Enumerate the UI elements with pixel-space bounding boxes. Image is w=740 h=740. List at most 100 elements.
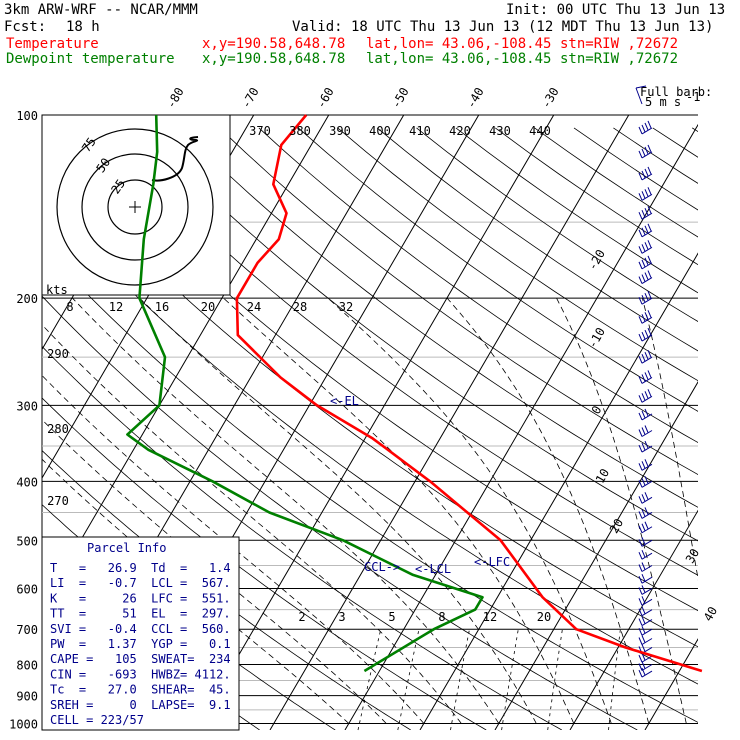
barb-feather bbox=[638, 276, 643, 284]
isotherm bbox=[269, 115, 630, 730]
wind-barb bbox=[638, 120, 653, 135]
level-markers: <-EL CCL-> <-LCL <-LFC bbox=[330, 394, 510, 576]
parcel-info-row: CIN = -693 HWBZ= 4112. bbox=[50, 667, 231, 681]
barb-feather bbox=[641, 523, 646, 531]
barb-feather bbox=[641, 644, 646, 652]
barb-feather bbox=[647, 144, 652, 153]
wind-barb bbox=[638, 290, 653, 305]
barb-feather bbox=[644, 425, 649, 433]
wind-barb bbox=[638, 327, 653, 342]
barb-feather bbox=[638, 598, 643, 606]
wind-barb bbox=[638, 626, 653, 636]
mixing-ratio-label: 20 bbox=[537, 610, 551, 624]
theta-label: 380 bbox=[289, 124, 311, 138]
isotherm-label: -40 bbox=[464, 85, 487, 111]
barb-feather bbox=[644, 459, 649, 467]
barb-feather bbox=[641, 410, 646, 419]
hodograph-unit: kts bbox=[46, 283, 68, 297]
barb-feather bbox=[638, 229, 643, 238]
wind-barb bbox=[638, 521, 653, 534]
init-time: Init: 00 UTC Thu 13 Jun 13 bbox=[506, 2, 726, 18]
barb-feather bbox=[638, 564, 643, 572]
wind-barb bbox=[638, 240, 653, 254]
barb-feather bbox=[644, 492, 649, 500]
barb-feather bbox=[644, 189, 649, 197]
dry-adiabat bbox=[61, 127, 698, 612]
barb-shaft bbox=[641, 356, 653, 364]
barb-feather bbox=[644, 168, 649, 177]
dry-adiabat bbox=[691, 127, 698, 133]
barb-feather bbox=[647, 166, 652, 175]
theta-label: 410 bbox=[409, 124, 431, 138]
barb-feather bbox=[647, 290, 652, 299]
dry-adiabat bbox=[495, 127, 698, 266]
barb-shaft bbox=[641, 526, 653, 534]
barb-feather bbox=[641, 616, 646, 624]
wind-barb bbox=[638, 440, 653, 453]
barb-shaft bbox=[641, 655, 653, 663]
mixing-ratio-line bbox=[547, 629, 563, 731]
theta-label: 400 bbox=[369, 124, 391, 138]
wind-barb bbox=[638, 667, 653, 678]
barb-feather bbox=[638, 150, 643, 159]
wind-barb bbox=[638, 223, 653, 238]
barb-feather bbox=[641, 606, 646, 614]
barb-shaft bbox=[641, 576, 653, 584]
isotherm bbox=[0, 115, 29, 730]
moist-adiabat bbox=[327, 297, 612, 724]
wind-barb bbox=[638, 585, 653, 595]
hodograph-ring bbox=[56, 128, 214, 286]
barb-feather bbox=[641, 550, 646, 558]
barb-shaft bbox=[641, 619, 653, 627]
barb-shaft bbox=[641, 552, 653, 560]
wind-barb bbox=[638, 144, 653, 159]
mixing-ratio-label: 3 bbox=[338, 610, 345, 624]
mixing-ratio-line bbox=[501, 629, 519, 731]
barb-shaft bbox=[641, 334, 653, 342]
barb-feather bbox=[638, 463, 643, 471]
isotherm bbox=[344, 123, 698, 730]
barb-feather bbox=[638, 172, 643, 181]
dry-adiabat bbox=[219, 127, 698, 476]
pressure-label: 200 bbox=[16, 292, 38, 306]
parcel-info-title: Parcel Info bbox=[87, 541, 166, 555]
barb-feather bbox=[641, 585, 646, 593]
barb-feather bbox=[647, 370, 652, 378]
parcel-info-row: TT = 51 EL = 297. bbox=[50, 607, 231, 621]
barb-feather bbox=[638, 444, 643, 453]
barb-feather bbox=[647, 270, 652, 278]
barb-legend-exp: -1 bbox=[686, 90, 700, 104]
theta-side-label: 290 bbox=[47, 347, 69, 361]
barb-feather bbox=[641, 635, 646, 643]
barb-feather bbox=[641, 393, 646, 401]
mixing-ratio-label: 5 bbox=[388, 610, 395, 624]
barb-feather bbox=[638, 126, 643, 135]
wind-barb bbox=[638, 616, 653, 627]
wind-barbs bbox=[638, 120, 653, 678]
barb-feather bbox=[641, 314, 646, 322]
moist-adiabat bbox=[139, 297, 537, 724]
wind-barb bbox=[638, 537, 653, 547]
theta-label: 420 bbox=[449, 124, 471, 138]
lfc-marker: <-LFC bbox=[474, 555, 510, 569]
wind-barb bbox=[638, 255, 653, 270]
wind-barb bbox=[638, 635, 653, 645]
pressure-label: 100 bbox=[16, 109, 38, 123]
dry-adiabat bbox=[179, 127, 698, 508]
forecast-hour: 18 h bbox=[66, 19, 100, 35]
barb-feather bbox=[647, 389, 652, 397]
barb-shaft bbox=[641, 193, 653, 201]
hodograph-ring-label: 50 bbox=[93, 155, 113, 175]
pressure-label: 300 bbox=[16, 399, 38, 413]
barb-feather bbox=[641, 661, 646, 669]
isotherm bbox=[720, 115, 740, 730]
barb-legend: Full barb:5 m s -1 bbox=[635, 85, 712, 109]
barb-feather bbox=[644, 440, 649, 449]
barb-feather bbox=[641, 574, 646, 582]
barb-feather bbox=[641, 191, 646, 199]
barb-shaft bbox=[641, 463, 653, 471]
barb-feather bbox=[638, 539, 643, 547]
theta-side-label: 280 bbox=[47, 422, 69, 436]
barb-feather bbox=[638, 395, 643, 403]
